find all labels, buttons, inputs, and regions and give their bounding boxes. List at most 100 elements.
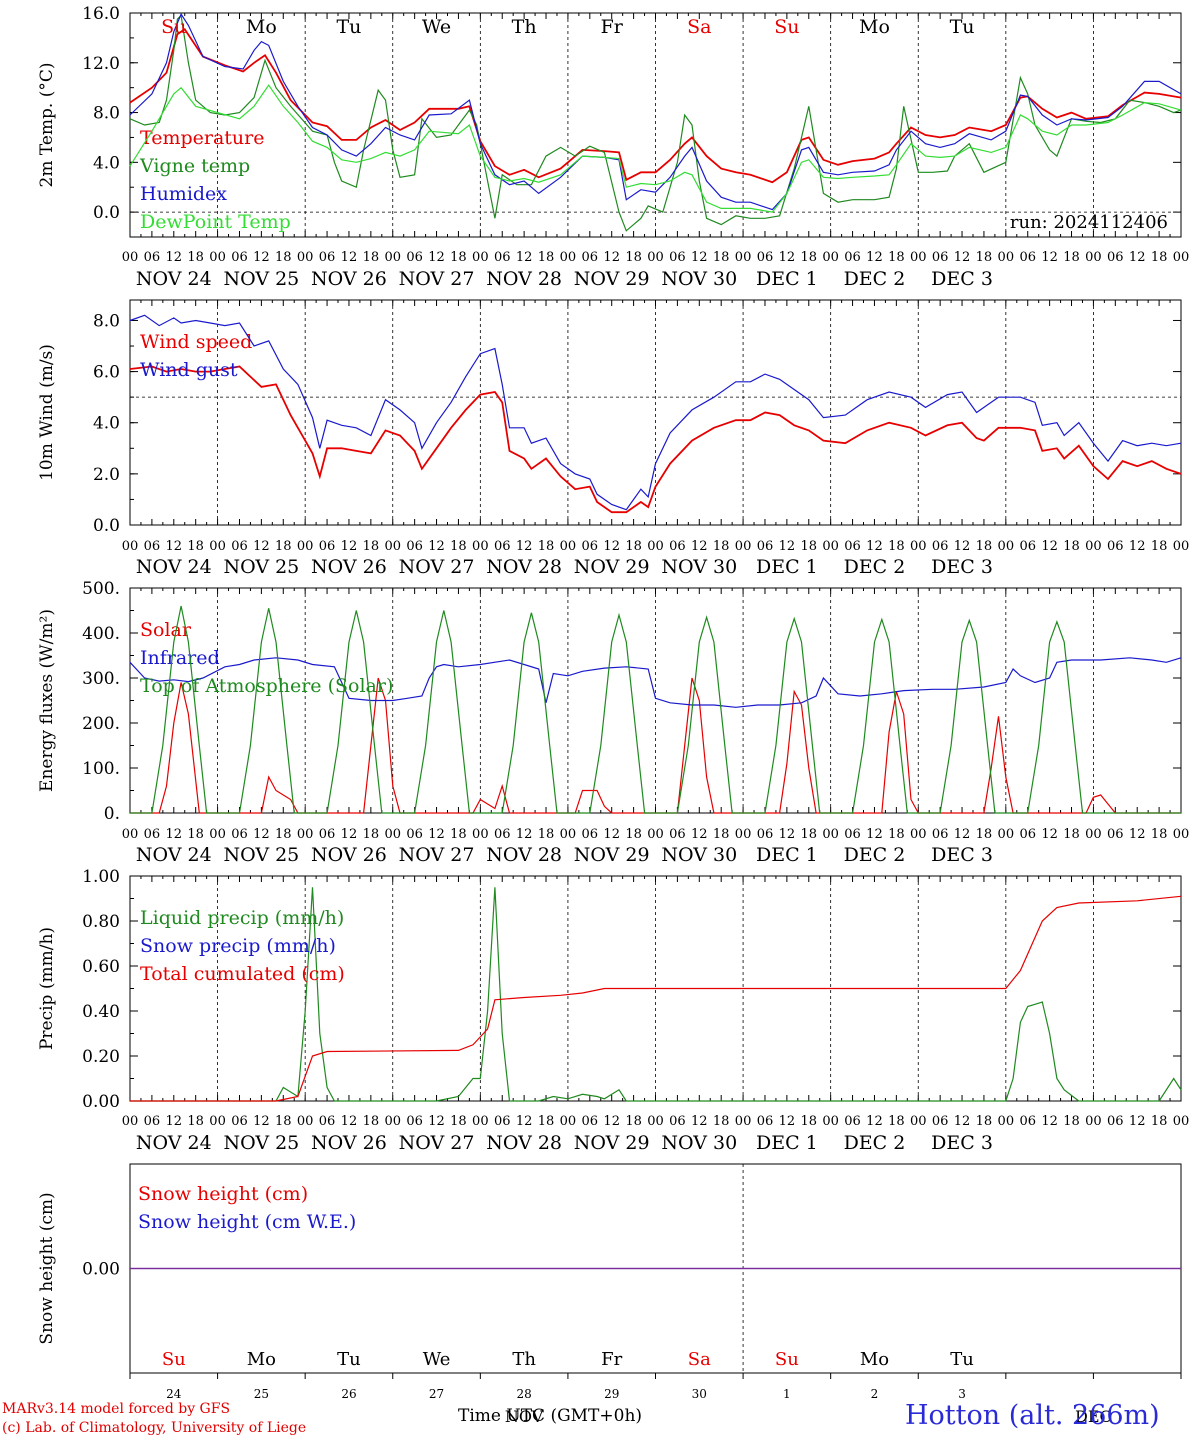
hour-label: 06: [319, 827, 336, 842]
hour-label: 18: [187, 539, 204, 554]
date-label: NOV 29: [574, 844, 650, 866]
y-tick-label: 0.80: [82, 912, 120, 932]
weekday-label: Sa: [687, 16, 711, 38]
legend-entry: Snow precip (mm/h): [140, 935, 336, 957]
run-annotation: run: 2024112406: [1010, 212, 1168, 233]
y-tick-label: 8.0: [93, 311, 120, 331]
hour-label: 00: [472, 539, 489, 554]
hour-label: 12: [166, 250, 183, 265]
hour-label: 06: [1019, 250, 1036, 265]
y-tick-label: 500.: [82, 579, 120, 599]
panel-4: 1.00 0.80 0.60 0.40 0.20 0.00 Precip (mm/h) 00 0…: [37, 867, 1189, 1154]
hour-label: 00: [122, 1114, 139, 1129]
hour-label: 12: [779, 827, 796, 842]
weekday-label: Tu: [950, 16, 975, 38]
y-tick-label: 400.: [82, 624, 120, 644]
hour-label: 00: [910, 1114, 927, 1129]
hour-label: 18: [800, 827, 817, 842]
hour-label: 18: [1063, 827, 1080, 842]
hour-label: 12: [866, 1114, 883, 1129]
date-label: NOV 25: [223, 1132, 299, 1154]
hour-label: 06: [757, 539, 774, 554]
date-label: DEC 1: [756, 844, 818, 866]
hour-label: 06: [494, 250, 511, 265]
day-number-label: 25: [254, 1387, 269, 1401]
hour-label: 06: [669, 539, 686, 554]
weekday-label: Mo: [860, 1349, 889, 1370]
hour-label: 00: [209, 250, 226, 265]
hour-label: 06: [669, 250, 686, 265]
hour-label: 00: [297, 250, 314, 265]
legend-entry: DewPoint Temp: [140, 211, 291, 233]
y-tick-label: 16.0: [82, 4, 120, 24]
hour-label: 00: [822, 250, 839, 265]
hour-label: 18: [450, 539, 467, 554]
legend-entry: Wind gust: [140, 359, 238, 381]
month-label: NOV: [505, 1407, 544, 1426]
panel-frame: [129, 299, 1182, 526]
panel-3: 500. 400. 300. 200. 100. 0. Energy fluxes (W/m…: [37, 579, 1189, 866]
weekday-label: Fr: [601, 16, 624, 38]
hour-label: 18: [363, 827, 380, 842]
weekday-label: Su: [775, 1349, 799, 1370]
hour-label: 12: [954, 1114, 971, 1129]
hour-label: 12: [253, 250, 270, 265]
hour-label: 06: [582, 827, 599, 842]
hour-label: 00: [122, 827, 139, 842]
hour-label: 06: [1019, 827, 1036, 842]
date-label: NOV 24: [136, 844, 212, 866]
hour-label: 12: [166, 539, 183, 554]
hour-label: 12: [1041, 539, 1058, 554]
hour-label: 06: [844, 250, 861, 265]
hour-label: 00: [1173, 1114, 1190, 1129]
hour-label: 06: [844, 1114, 861, 1129]
hour-label: 18: [363, 539, 380, 554]
hour-label: 00: [647, 539, 664, 554]
y-tick-label: 0.: [104, 804, 120, 824]
panel-2: 8.0 6.0 4.0 2.0 0.0 10m Wind (m/s) 00 06 12 18 00 0…: [37, 299, 1189, 578]
hour-label: 18: [976, 250, 993, 265]
hour-label: 00: [1085, 539, 1102, 554]
date-label: NOV 25: [223, 844, 299, 866]
hour-label: 06: [144, 539, 161, 554]
hour-label: 00: [998, 1114, 1015, 1129]
hour-label: 12: [516, 1114, 533, 1129]
y-tick-label: 2.0: [93, 465, 120, 485]
hour-label: 18: [976, 539, 993, 554]
hour-label: 18: [538, 250, 555, 265]
date-label: NOV 28: [486, 1132, 562, 1154]
y-axis-label: Precip (mm/h): [37, 927, 57, 1050]
model-credit: MARv3.14 model forced by GFS: [2, 1401, 231, 1417]
y-tick-label: 4.0: [93, 153, 120, 173]
hour-label: 00: [209, 827, 226, 842]
date-label: DEC 1: [756, 556, 818, 578]
hour-label: 18: [1063, 539, 1080, 554]
date-label: NOV 30: [661, 556, 737, 578]
hour-label: 06: [844, 539, 861, 554]
hour-label: 18: [888, 827, 905, 842]
hour-label: 12: [866, 539, 883, 554]
y-tick-label: 0.20: [82, 1047, 120, 1067]
hour-label: 18: [450, 250, 467, 265]
date-label: NOV 26: [311, 556, 387, 578]
date-label: NOV 26: [311, 844, 387, 866]
date-label: NOV 29: [574, 268, 650, 290]
hour-label: 18: [538, 539, 555, 554]
hour-label: 06: [494, 1114, 511, 1129]
legend-entry: Humidex: [140, 183, 227, 205]
date-label: NOV 30: [661, 268, 737, 290]
hour-label: 12: [253, 539, 270, 554]
hour-label: 18: [625, 827, 642, 842]
hour-label: 18: [800, 539, 817, 554]
hour-label: 18: [713, 1114, 730, 1129]
hour-label: 06: [1107, 250, 1124, 265]
series-line-blue: [129, 12, 1182, 211]
hour-label: 06: [231, 1114, 248, 1129]
hour-label: 12: [341, 827, 358, 842]
weekday-label: Tu: [950, 1349, 974, 1370]
weekday-label: Th: [512, 1349, 536, 1370]
hour-label: 12: [166, 827, 183, 842]
hour-label: 00: [910, 827, 927, 842]
panel-1: 16.0 12.0 8.0 4.0 0.0 2m Temp. (°C) 00 06 12 18 00…: [37, 4, 1189, 290]
legend-entry: Infrared: [140, 647, 220, 669]
